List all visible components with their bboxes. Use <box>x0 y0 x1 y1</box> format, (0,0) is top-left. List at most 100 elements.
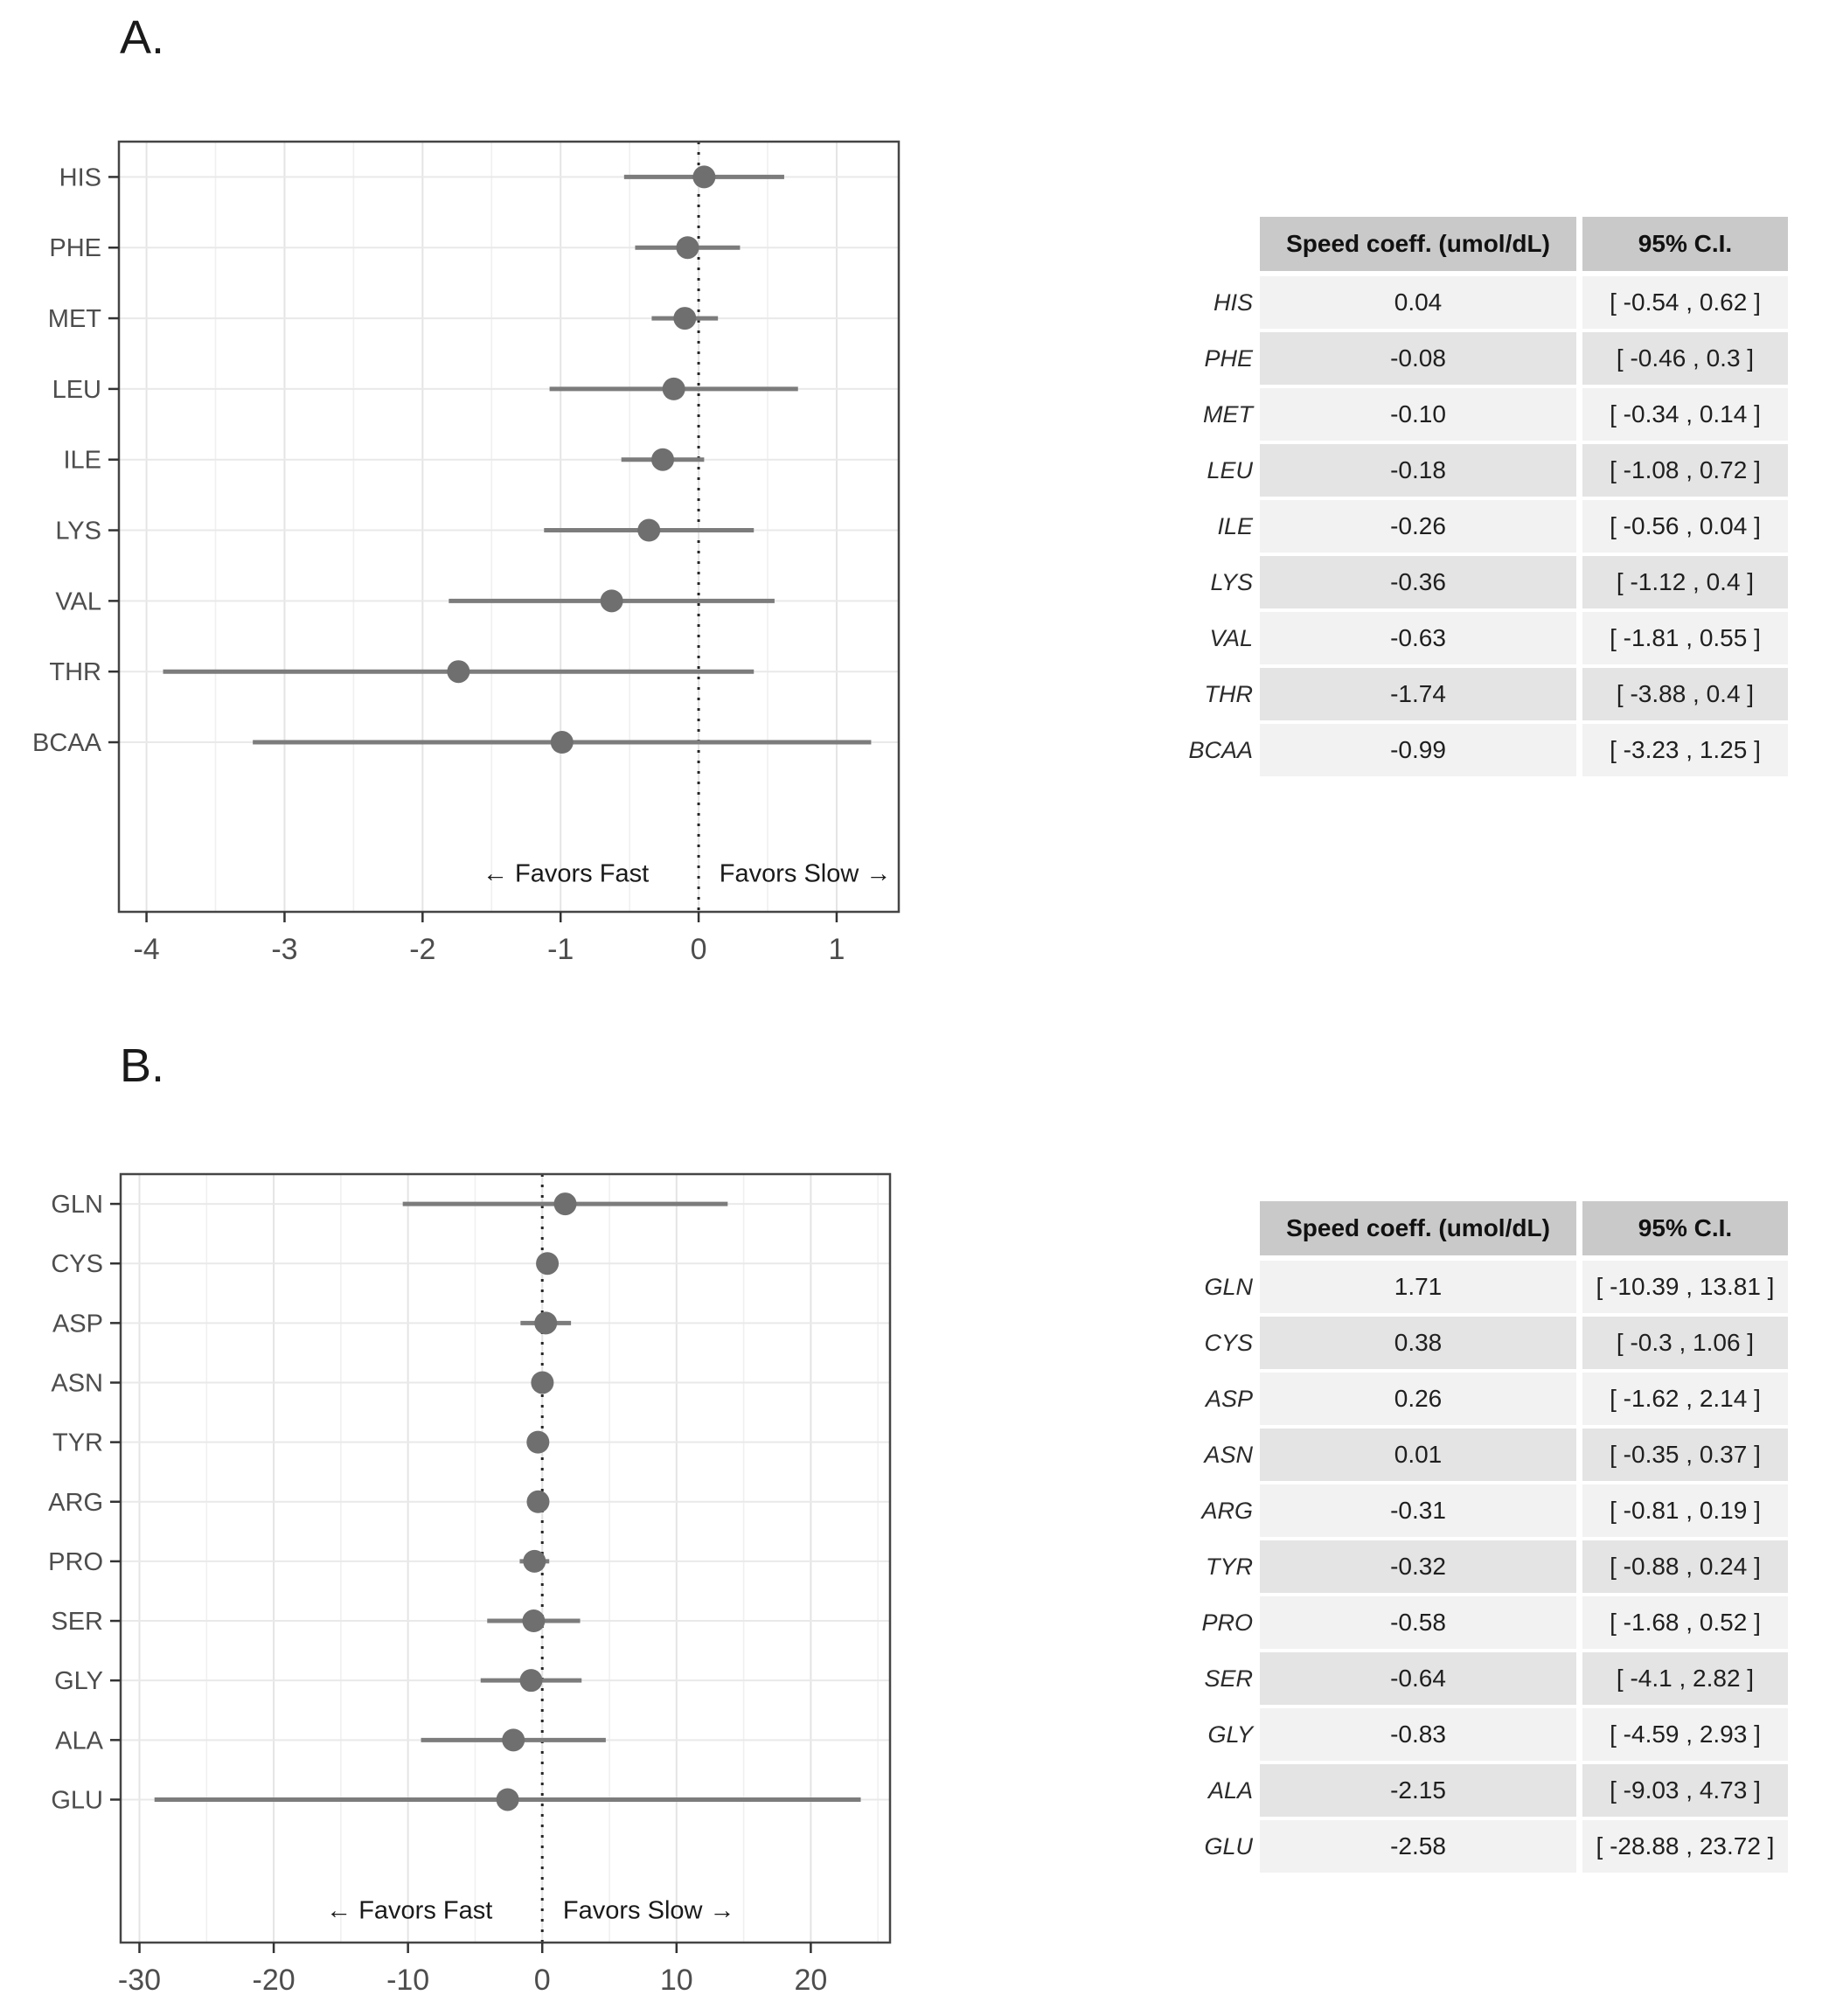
row-label: LEU <box>1207 456 1253 483</box>
panel-border <box>119 1172 892 1944</box>
estimate-point <box>502 1728 525 1752</box>
coeff-value-cell: 0.26 <box>1260 1373 1576 1425</box>
ci-value-cell: [ -3.23 , 1.25 ] <box>1582 724 1788 776</box>
ci-value-cell: [ -0.34 , 0.14 ] <box>1582 388 1788 441</box>
row-label: LYS <box>1210 568 1253 595</box>
estimate-point <box>496 1788 519 1811</box>
estimate-point <box>600 589 623 613</box>
row-label: ASN <box>1204 1441 1253 1468</box>
x-axis-label: 1 <box>828 933 845 966</box>
coeff-value-cell: -0.63 <box>1260 612 1576 664</box>
coeff-value-cell: -0.32 <box>1260 1540 1576 1593</box>
row-label: CYS <box>1204 1329 1253 1356</box>
table-row: TYR -0.32[ -0.88 , 0.24 ] <box>1102 1540 1802 1593</box>
row-label: ILE <box>1217 512 1253 539</box>
x-axis-label: -2 <box>409 933 435 966</box>
y-axis-label: MET <box>48 305 102 333</box>
estimate-point <box>550 731 574 754</box>
estimate-point <box>651 448 675 471</box>
coeff-value-cell: -0.58 <box>1260 1596 1576 1649</box>
table-row: GLN 1.71[ -10.39 , 13.81 ] <box>1102 1261 1802 1313</box>
row-label: MET <box>1203 400 1253 428</box>
coeff-value-cell: 0.38 <box>1260 1317 1576 1369</box>
ci-value-cell: [ -0.56 , 0.04 ] <box>1582 500 1788 553</box>
y-axis-label: HIS <box>59 163 101 191</box>
y-axis-label: CYS <box>51 1250 103 1278</box>
coeff-value-cell: -0.18 <box>1260 444 1576 497</box>
row-label: PRO <box>1201 1609 1253 1636</box>
y-axis-label: PRO <box>48 1548 103 1576</box>
coeff-value-cell: -2.15 <box>1260 1764 1576 1817</box>
row-label: ARG <box>1201 1497 1253 1524</box>
favors-fast-annotation: ← Favors Fast <box>483 860 649 888</box>
ci-value-cell: [ -0.88 , 0.24 ] <box>1582 1540 1788 1593</box>
results-table-a: Speed coeff. (umol/dL) 95% C.I. HIS 0.04[… <box>1102 217 1802 780</box>
ci-value-cell: [ -4.59 , 2.93 ] <box>1582 1708 1788 1761</box>
table-row: PHE -0.08[ -0.46 , 0.3 ] <box>1102 332 1802 385</box>
ci-value-cell: [ -10.39 , 13.81 ] <box>1582 1261 1788 1313</box>
col-header-ci: 95% C.I. <box>1582 217 1788 271</box>
x-axis-label: -3 <box>271 933 297 966</box>
estimate-point <box>447 660 470 684</box>
row-label: GLU <box>1204 1832 1253 1860</box>
panel-a-label: A. <box>120 11 165 64</box>
estimate-point <box>522 1609 546 1633</box>
coeff-value-cell: -0.08 <box>1260 332 1576 385</box>
col-header-speed-coeff: Speed coeff. (umol/dL) <box>1260 217 1576 271</box>
panel-border <box>117 140 901 914</box>
ci-value-cell: [ -1.08 , 0.72 ] <box>1582 444 1788 497</box>
table-row: ASP 0.26[ -1.62 , 2.14 ] <box>1102 1373 1802 1425</box>
y-axis-label: ALA <box>55 1727 103 1755</box>
coeff-value-cell: -0.26 <box>1260 500 1576 553</box>
estimate-point <box>519 1669 543 1693</box>
row-label: GLN <box>1204 1273 1253 1300</box>
y-axis-label: GLN <box>51 1191 103 1219</box>
ci-value-cell: [ -1.12 , 0.4 ] <box>1582 556 1788 608</box>
estimate-point <box>523 1549 546 1573</box>
forest-plot-b: GLN CYS ASP ASN TYR ARG PRO SER GLY ALA GLU -30 -20 -… <box>48 1172 892 1997</box>
table-row: VAL -0.63[ -1.81 , 0.55 ] <box>1102 612 1802 664</box>
ci-value-cell: [ -0.3 , 1.06 ] <box>1582 1317 1788 1369</box>
coeff-value-cell: -0.10 <box>1260 388 1576 441</box>
table-row: GLU -2.58[ -28.88 , 23.72 ] <box>1102 1820 1802 1873</box>
coeff-value-cell: -1.74 <box>1260 668 1576 720</box>
y-axis-label: VAL <box>55 587 101 615</box>
table-row: HIS 0.04[ -0.54 , 0.62 ] <box>1102 276 1802 329</box>
y-axis-label: LYS <box>55 518 101 546</box>
favors-slow-annotation: Favors Slow → <box>563 1897 735 1925</box>
x-axis-label: -1 <box>547 933 574 966</box>
row-label: ASP <box>1205 1385 1253 1412</box>
y-axis-label: ASN <box>51 1369 103 1397</box>
table-row: BCAA -0.99[ -3.23 , 1.25 ] <box>1102 724 1802 776</box>
y-axis-label: SER <box>51 1608 103 1636</box>
x-axis-label: -10 <box>386 1964 429 1997</box>
estimate-point <box>692 165 716 189</box>
coeff-value-cell: -0.36 <box>1260 556 1576 608</box>
x-axis-label: 0 <box>691 933 707 966</box>
x-axis-label: -30 <box>118 1964 161 1997</box>
x-axis-label: -20 <box>253 1964 296 1997</box>
row-label: GLY <box>1207 1721 1253 1748</box>
table-row: ASN 0.01[ -0.35 , 0.37 ] <box>1102 1429 1802 1481</box>
table-row: MET -0.10[ -0.34 , 0.14 ] <box>1102 388 1802 441</box>
row-label: SER <box>1204 1665 1253 1692</box>
estimate-point <box>637 518 661 542</box>
table-header-row: Speed coeff. (umol/dL) 95% C.I. <box>1102 217 1802 271</box>
table-header-row: Speed coeff. (umol/dL) 95% C.I. <box>1102 1201 1802 1255</box>
table-row: CYS 0.38[ -0.3 , 1.06 ] <box>1102 1317 1802 1369</box>
forest-plot-a: HIS PHE MET LEU ILE LYS VAL THR BCAA -4 -3 -2 -1 0 1 ← … <box>32 140 901 966</box>
y-axis-label: GLY <box>54 1667 103 1695</box>
table-row: GLY -0.83[ -4.59 , 2.93 ] <box>1102 1708 1802 1761</box>
y-axis-label: LEU <box>52 376 101 404</box>
y-axis-label: BCAA <box>32 729 102 757</box>
estimate-point <box>553 1192 577 1216</box>
ci-value-cell: [ -0.35 , 0.37 ] <box>1582 1429 1788 1481</box>
y-axis-label: THR <box>49 658 101 686</box>
ci-value-cell: [ -9.03 , 4.73 ] <box>1582 1764 1788 1817</box>
ci-value-cell: [ -1.62 , 2.14 ] <box>1582 1373 1788 1425</box>
row-label: VAL <box>1209 624 1253 651</box>
coeff-value-cell: -0.31 <box>1260 1484 1576 1537</box>
table-row: ALA -2.15[ -9.03 , 4.73 ] <box>1102 1764 1802 1817</box>
coeff-value-cell: 0.01 <box>1260 1429 1576 1481</box>
